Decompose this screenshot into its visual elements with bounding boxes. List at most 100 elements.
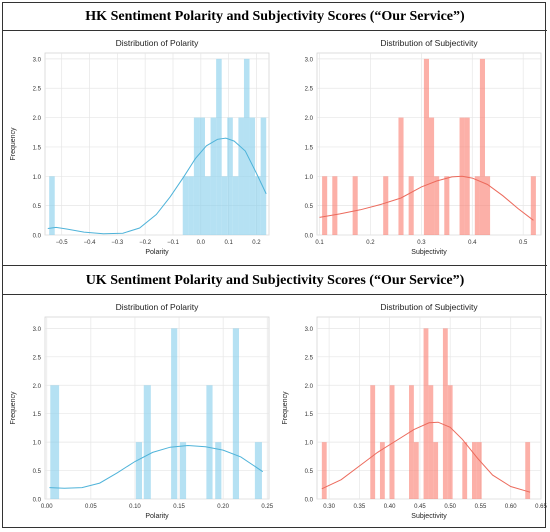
y-tick-label: 3.0 <box>33 327 42 333</box>
x-axis-label: Subjectivity <box>411 249 447 256</box>
chart-title: Distribution of Polarity <box>116 302 199 312</box>
histogram-bar <box>322 176 328 235</box>
histogram-bar <box>383 176 389 235</box>
y-tick-label: 0.5 <box>33 469 42 475</box>
x-tick-label: 0.15 <box>173 504 185 510</box>
kde-curve <box>319 175 534 221</box>
y-tick-label: 0.0 <box>33 234 42 240</box>
histogram-bar <box>232 328 240 499</box>
histogram-bar <box>433 442 439 499</box>
x-axis-label: Polarity <box>145 513 169 520</box>
x-tick-label: 0.50 <box>444 504 456 510</box>
y-tick-label: 2.5 <box>33 87 42 93</box>
y-tick-label: 1.0 <box>33 441 42 447</box>
histogram-bar <box>479 58 485 235</box>
y-tick-label: 1.5 <box>33 412 42 418</box>
y-tick-label: 2.0 <box>33 384 42 390</box>
x-tick-label: 0.5 <box>519 240 528 246</box>
histogram-bar <box>135 442 143 499</box>
kde-curve <box>321 421 531 493</box>
histogram-bar <box>464 117 470 235</box>
histogram-bar <box>260 117 267 235</box>
histogram-bar <box>210 117 217 235</box>
x-tick-label: −0.2 <box>139 240 152 246</box>
histogram-bar <box>398 117 404 235</box>
chart-title: Distribution of Subjectivity <box>380 302 478 312</box>
y-tick-label: 3.0 <box>305 327 314 333</box>
x-tick-label: 0.35 <box>354 504 366 510</box>
histogram-bar <box>485 176 491 235</box>
title-divider-hk <box>3 30 547 31</box>
section-title-uk: UK Sentiment Polarity and Subjectivity S… <box>85 273 465 288</box>
histogram-bar <box>188 176 194 235</box>
y-tick-label: 2.0 <box>33 116 42 122</box>
y-tick-label: 0.5 <box>33 204 42 210</box>
y-tick-label: 2.5 <box>305 87 314 93</box>
x-tick-label: 0.40 <box>384 504 396 510</box>
histogram-bar <box>205 176 211 235</box>
section-title-hk: HK Sentiment Polarity and Subjectivity S… <box>85 9 465 24</box>
x-tick-label: 0.2 <box>366 240 375 246</box>
histogram-bar <box>408 176 414 235</box>
x-tick-label: 0.0 <box>197 240 206 246</box>
histogram-bar <box>50 385 60 499</box>
histogram-bar <box>447 385 453 499</box>
y-tick-label: 1.0 <box>305 441 314 447</box>
y-tick-label: 3.0 <box>305 57 314 63</box>
y-tick-label: 1.5 <box>305 412 314 418</box>
uk-subjectivity-chart: Distribution of Subjectivity 0.0 0.5 1.0 1.5… <box>282 302 547 520</box>
y-tick-label: 2.5 <box>305 355 314 361</box>
x-tick-label: 0.30 <box>323 504 335 510</box>
x-axis-label: Subjectivity <box>411 513 447 520</box>
histogram-bar <box>332 176 338 235</box>
hk-subjectivity-chart: Distribution of Subjectivity 0.0 0.5 1.0 1.5… <box>305 38 542 256</box>
histogram-bar <box>474 176 480 235</box>
histogram-bar <box>321 442 327 499</box>
histogram-bar <box>227 117 233 235</box>
uk-polarity-chart: Distribution of Polarity 0.0 0.5 1.0 1.5 2.0 2… <box>10 302 274 520</box>
y-tick-label: 1.5 <box>305 145 314 151</box>
x-tick-label: 0.10 <box>129 504 141 510</box>
y-axis-label: Frequency <box>10 391 17 425</box>
x-tick-label: −0.3 <box>111 240 124 246</box>
histogram-bar <box>221 176 228 235</box>
histogram-bar <box>249 117 256 235</box>
histogram-bar <box>352 176 358 235</box>
x-tick-label: 0.00 <box>41 504 53 510</box>
x-axis-label: Polarity <box>145 249 169 256</box>
section-divider <box>3 265 547 266</box>
histogram-bar <box>238 117 244 235</box>
histogram-bar <box>428 385 434 499</box>
title-divider-uk <box>3 294 547 295</box>
histogram-bar <box>442 328 448 499</box>
histogram-bar <box>471 442 477 499</box>
chart-title: Distribution of Polarity <box>116 38 199 48</box>
y-tick-label: 1.0 <box>33 175 42 181</box>
histogram-bar <box>182 176 189 235</box>
histogram-bar <box>243 58 250 235</box>
kde-curve <box>47 137 267 235</box>
y-tick-label: 0.5 <box>305 204 314 210</box>
histogram-bar <box>215 442 222 499</box>
histogram-bar <box>206 385 213 499</box>
x-tick-label: 0.60 <box>505 504 517 510</box>
y-tick-label: 0.0 <box>305 234 314 240</box>
histogram-bar <box>444 176 450 235</box>
x-tick-label: −0.1 <box>167 240 180 246</box>
histogram-bar <box>143 385 151 499</box>
histogram-bar <box>232 176 239 235</box>
x-tick-label: 0.45 <box>414 504 426 510</box>
x-tick-label: 0.55 <box>475 504 487 510</box>
y-tick-label: 0.0 <box>33 498 42 504</box>
histogram-bar <box>171 328 178 499</box>
histogram-bar <box>434 176 440 235</box>
x-tick-label: 0.3 <box>417 240 426 246</box>
y-tick-label: 2.5 <box>33 355 42 361</box>
histogram-bar <box>413 442 419 499</box>
hk-polarity-chart: Distribution of Polarity 0.0 0.5 1.0 1.5 2.0 2… <box>10 38 270 256</box>
x-tick-label: 0.4 <box>468 240 477 246</box>
histogram-bar <box>530 176 536 235</box>
histogram-bar <box>216 58 222 235</box>
histogram-bar <box>476 442 482 499</box>
histogram-bar <box>429 117 435 235</box>
